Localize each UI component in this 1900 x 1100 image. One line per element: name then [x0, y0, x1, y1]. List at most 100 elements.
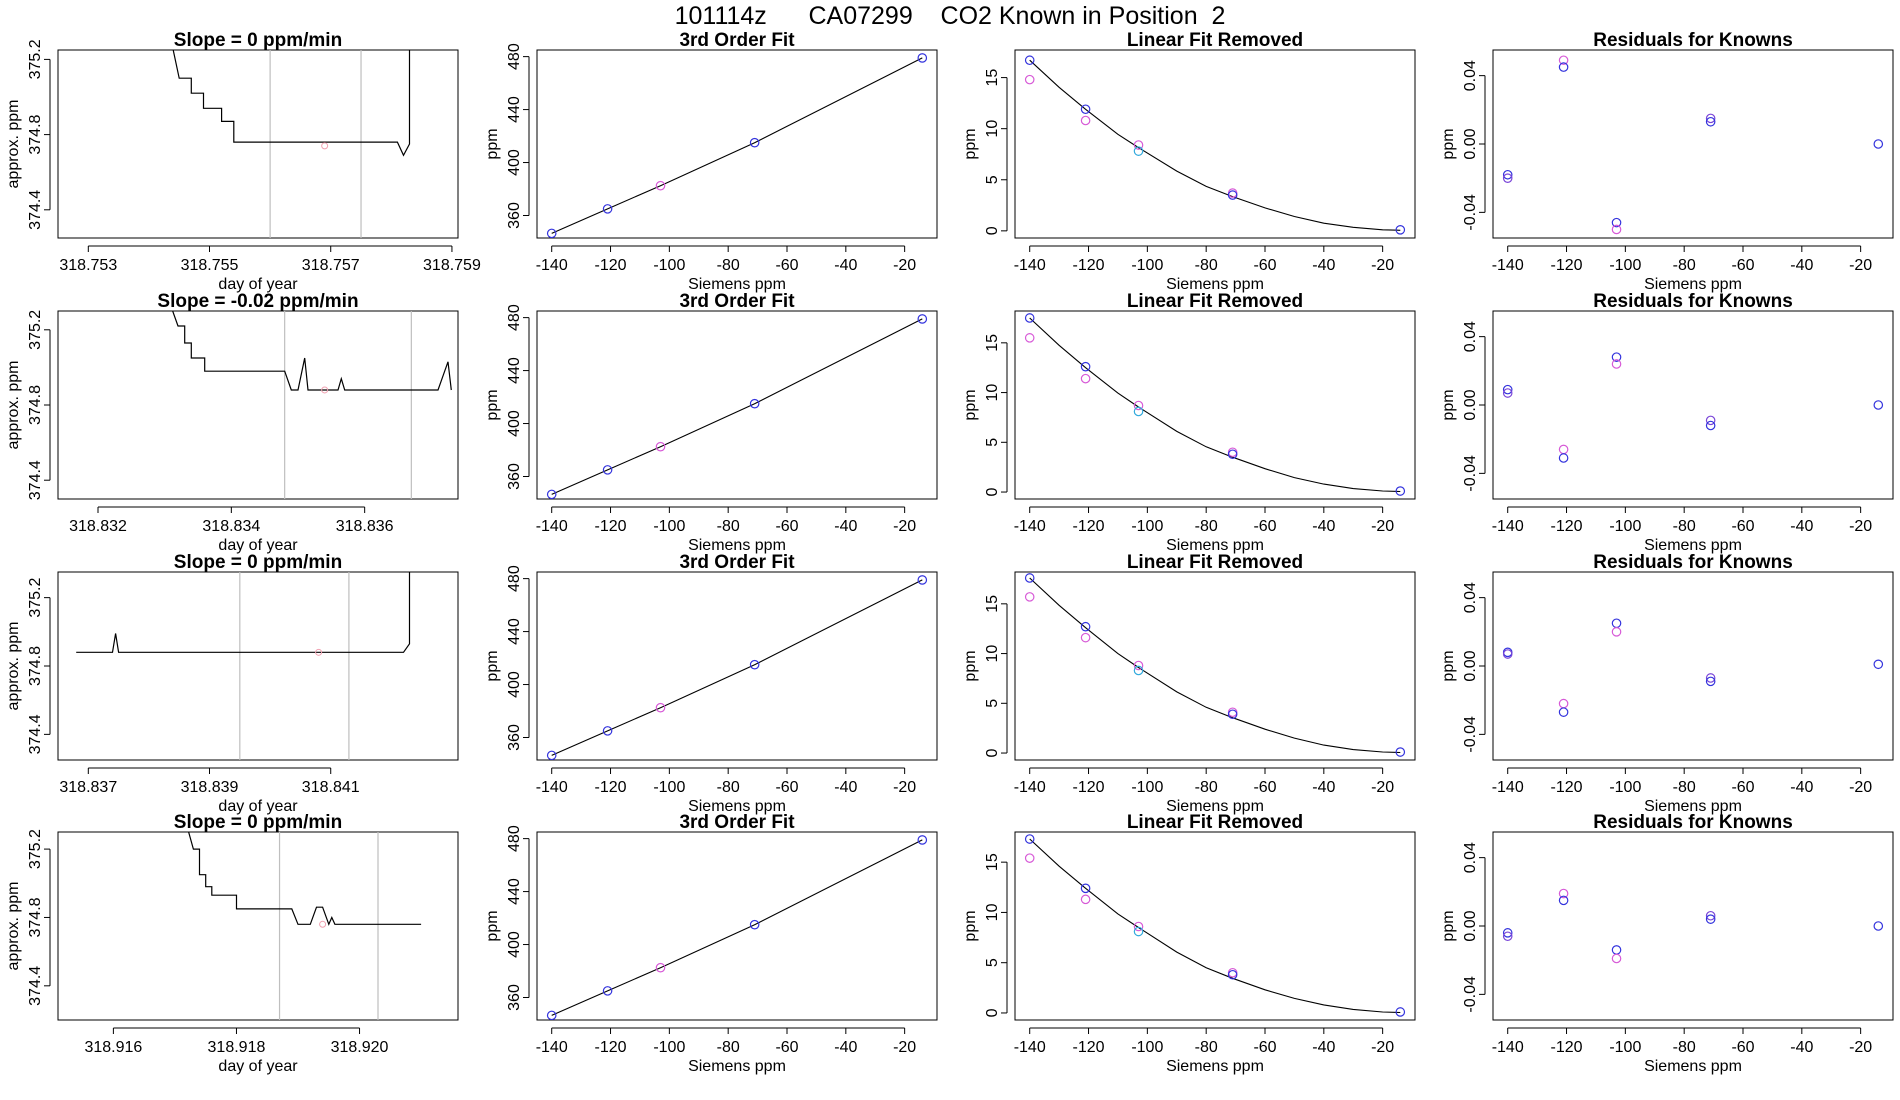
chart-9-x-tick-5: -40	[834, 779, 857, 796]
chart-10-y-label: ppm	[962, 650, 979, 681]
chart-11-point-5	[1611, 627, 1622, 637]
chart-7-title: Residuals for Knowns	[1593, 291, 1793, 312]
chart-6-x-tick-4: -60	[1253, 518, 1276, 535]
chart-14-point-3	[1080, 894, 1091, 905]
chart-1-y-tick-3: 480	[506, 43, 523, 70]
chart-1-x-tick-6: -20	[893, 257, 916, 274]
chart-11-plot-area	[1502, 618, 1884, 717]
chart-8-y-tick-1: 374.8	[27, 646, 44, 686]
chart-11-x-tick-3: -80	[1673, 779, 1696, 796]
chart-2-y-tick-1: 5	[984, 175, 1001, 184]
chart-2-point-7	[1227, 190, 1238, 200]
chart-6-x-tick-2: -100	[1131, 518, 1163, 535]
chart-12-series-line	[188, 832, 422, 926]
chart-12-y-tick-0: 374.4	[27, 966, 44, 1006]
chart-panel-4: Slope = -0.02 ppm/min 318.832 318.834 318.8…	[5, 291, 459, 554]
chart-2-x-tick-5: -40	[1312, 257, 1335, 274]
chart-1-y-label: ppm	[484, 128, 501, 159]
chart-6-y-tick-0: 0	[984, 487, 1001, 496]
chart-13-x-tick-0: -140	[536, 1039, 568, 1056]
chart-3-x-label: Siemens ppm	[1644, 276, 1742, 293]
chart-15-point-0	[1502, 928, 1513, 938]
chart-7-y-tick-1: 0.00	[1462, 389, 1479, 420]
chart-5-x-tick-0: -140	[536, 518, 568, 535]
chart-13-point-4	[917, 835, 928, 845]
chart-panel-11: Residuals for Knowns -140 -120 -100 -80 -60 -4…	[1440, 552, 1894, 815]
chart-3-y-tick-0: -0.04	[1462, 194, 1479, 231]
chart-15-title: Residuals for Knowns	[1593, 812, 1793, 833]
chart-12-x-tick-2: 318.920	[331, 1039, 389, 1056]
chart-7-plot-area	[1502, 352, 1884, 463]
chart-panel-5: 3rd Order Fit -140 -120 -100 -80 -60 -40 -20 Sie…	[484, 291, 938, 554]
chart-2-title: Linear Fit Removed	[1127, 30, 1303, 51]
chart-15-x-tick-6: -20	[1849, 1039, 1872, 1056]
chart-6-point-2	[1080, 361, 1091, 372]
chart-8-y-label: approx. ppm	[5, 622, 22, 711]
chart-14-x-tick-2: -100	[1131, 1039, 1163, 1056]
chart-11-x-tick-6: -20	[1849, 779, 1872, 796]
chart-10-x-tick-0: -140	[1014, 779, 1046, 796]
chart-panel-6: Linear Fit Removed -140 -120 -100 -80 -60 -40 -…	[962, 291, 1416, 554]
chart-4-title: Slope = -0.02 ppm/min	[157, 291, 358, 312]
chart-15-x-tick-4: -60	[1731, 1039, 1754, 1056]
chart-2-frame	[1014, 49, 1416, 239]
chart-10-point-2	[1080, 621, 1091, 632]
chart-5-y-tick-1: 400	[506, 410, 523, 437]
chart-2-point-2	[1080, 104, 1091, 115]
chart-panel-1: 3rd Order Fit -140 -120 -100 -80 -60 -40 -20 Sie…	[484, 30, 938, 293]
chart-3-point-8	[1873, 139, 1884, 149]
chart-4-y-tick-1: 374.8	[27, 385, 44, 425]
chart-1-x-tick-5: -40	[834, 257, 857, 274]
chart-9-y-tick-2: 440	[506, 618, 523, 645]
chart-5-fit-curve	[551, 318, 923, 495]
chart-8-title: Slope = 0 ppm/min	[174, 552, 342, 573]
chart-6-frame	[1014, 310, 1416, 500]
chart-1-frame	[536, 49, 938, 239]
chart-1-fit-curve	[551, 57, 923, 234]
chart-10-x-tick-5: -40	[1312, 779, 1335, 796]
chart-6-point-4	[1133, 400, 1144, 411]
chart-0-x-tick-2: 318.757	[302, 257, 360, 274]
chart-10-point-0	[1024, 573, 1035, 583]
chart-10-y-tick-0: 0	[984, 748, 1001, 757]
chart-9-point-4	[917, 575, 928, 585]
chart-10-y-tick-1: 5	[984, 699, 1001, 708]
chart-8-x-tick-2: 318.841	[302, 779, 360, 796]
chart-15-y-tick-2: 0.04	[1462, 842, 1479, 873]
chart-7-x-tick-2: -100	[1609, 518, 1641, 535]
chart-6-title: Linear Fit Removed	[1127, 291, 1303, 312]
chart-3-y-tick-1: 0.00	[1462, 128, 1479, 159]
chart-9-x-tick-4: -60	[775, 779, 798, 796]
figure-title: 101114z CA07299 CO2 Known in Position 2	[674, 2, 1226, 30]
chart-7-point-0	[1502, 384, 1513, 395]
chart-3-x-tick-6: -20	[1849, 257, 1872, 274]
chart-14-point-0	[1024, 834, 1035, 844]
chart-panel-0: Slope = 0 ppm/min 318.753 318.755 318.757 31…	[5, 30, 481, 293]
chart-panel-12: Slope = 0 ppm/min 318.916 318.918 318.920 da…	[5, 812, 459, 1075]
chart-7-x-tick-0: -140	[1492, 518, 1524, 535]
chart-4-y-label: approx. ppm	[5, 361, 22, 450]
chart-15-point-2	[1558, 888, 1569, 899]
chart-1-x-tick-3: -80	[717, 257, 740, 274]
chart-panel-15: Residuals for Knowns -140 -120 -100 -80 -60 -4…	[1440, 812, 1894, 1075]
chart-9-x-tick-0: -140	[536, 779, 568, 796]
chart-8-frame	[57, 571, 459, 761]
chart-6-x-tick-5: -40	[1312, 518, 1335, 535]
chart-6-y-tick-1: 5	[984, 438, 1001, 447]
chart-panel-14: Linear Fit Removed -140 -120 -100 -80 -60 -40 -…	[962, 812, 1416, 1075]
chart-3-point-6	[1705, 113, 1716, 124]
chart-1-point-0	[546, 228, 557, 238]
chart-13-x-tick-6: -20	[893, 1039, 916, 1056]
chart-2-point-0	[1024, 55, 1035, 66]
chart-7-point-7	[1705, 420, 1716, 431]
chart-15-y-label: ppm	[1440, 910, 1457, 941]
chart-9-point-1	[602, 726, 613, 736]
chart-3-title: Residuals for Knowns	[1593, 30, 1793, 51]
chart-10-plot-area	[1024, 573, 1406, 757]
chart-12-marker	[319, 920, 327, 928]
chart-13-x-tick-3: -80	[717, 1039, 740, 1056]
chart-14-x-tick-6: -20	[1371, 1039, 1394, 1056]
chart-7-frame	[1492, 310, 1894, 500]
chart-9-x-label: Siemens ppm	[688, 798, 786, 815]
chart-0-y-tick-1: 374.8	[27, 114, 44, 154]
